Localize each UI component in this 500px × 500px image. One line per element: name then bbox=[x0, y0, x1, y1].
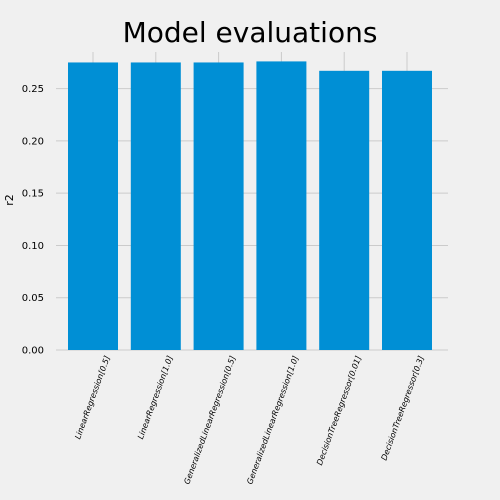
x-tick-label: GeneralizedLinearRegression[0.5] bbox=[182, 355, 237, 486]
bar bbox=[130, 62, 181, 350]
y-tick-label: 0.10 bbox=[22, 241, 44, 252]
bar bbox=[193, 62, 244, 350]
bars bbox=[68, 61, 432, 351]
bar bbox=[319, 70, 370, 351]
x-tick-label: LinearRegression[0.5] bbox=[73, 355, 112, 441]
y-axis-label: r2 bbox=[3, 194, 16, 206]
y-tick-label: 0.20 bbox=[22, 136, 44, 147]
bar bbox=[256, 61, 307, 351]
x-tick-label: DecisionTreeRegressor[0.3] bbox=[380, 355, 426, 462]
y-tick-label: 0.00 bbox=[22, 346, 44, 357]
x-tick-labels: LinearRegression[0.5] LinearRegression[1.… bbox=[73, 355, 426, 486]
y-tick-label: 0.15 bbox=[22, 189, 44, 200]
y-tick-label: 0.05 bbox=[22, 293, 44, 304]
y-tick-label: 0.25 bbox=[22, 84, 44, 95]
chart-title: Model evaluations bbox=[123, 16, 378, 49]
bar bbox=[382, 70, 432, 351]
x-tick-label: GeneralizedLinearRegression[1.0] bbox=[245, 355, 300, 486]
y-tick-labels: 0.00 0.05 0.10 0.15 0.20 0.25 bbox=[22, 84, 44, 356]
x-tick-label: DecisionTreeRegressor[0.01] bbox=[315, 355, 363, 467]
x-tick-label: LinearRegression[1.0] bbox=[136, 355, 175, 441]
bar bbox=[68, 62, 118, 350]
